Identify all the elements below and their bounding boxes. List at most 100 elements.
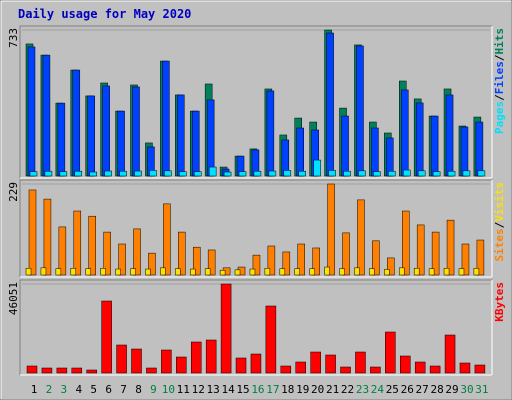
x-tick-label: 9	[150, 383, 157, 396]
x-tick-label: 3	[61, 383, 68, 396]
bar	[476, 239, 485, 276]
bar	[238, 171, 247, 177]
bar	[339, 268, 345, 276]
x-tick-label: 8	[135, 383, 142, 396]
bar	[163, 203, 171, 276]
bar	[193, 171, 202, 177]
x-tick-label: 7	[120, 383, 127, 396]
bar	[265, 305, 277, 374]
bar	[343, 170, 351, 177]
bar	[56, 367, 68, 374]
bar	[148, 252, 156, 276]
bar	[324, 266, 330, 276]
x-tick-label: 1	[31, 383, 38, 396]
bar	[253, 170, 262, 177]
bar	[207, 249, 216, 276]
y-tick-label: 229	[7, 182, 20, 202]
bar	[40, 267, 47, 276]
y-tick-label: 46051	[7, 282, 20, 315]
bar	[326, 32, 334, 177]
x-tick-label: 15	[236, 383, 249, 396]
bar	[371, 127, 379, 177]
bar	[264, 267, 271, 276]
x-tick-label: 16	[251, 383, 264, 396]
bar	[223, 171, 232, 177]
bar	[415, 102, 424, 177]
bar	[370, 366, 381, 374]
bar	[104, 170, 112, 177]
bar	[44, 170, 53, 177]
bar	[385, 331, 396, 374]
bar	[220, 283, 232, 374]
bar	[176, 356, 187, 374]
bar	[252, 254, 261, 276]
bar	[355, 351, 366, 374]
bar	[27, 46, 36, 177]
bar	[161, 349, 172, 374]
y-tick-label: 733	[7, 28, 20, 48]
bar	[296, 127, 304, 177]
bar	[249, 268, 256, 276]
bar	[192, 246, 201, 276]
bar	[279, 268, 286, 276]
bar	[43, 198, 52, 276]
bar	[445, 94, 454, 177]
legend-separator: /	[493, 54, 506, 61]
bar	[358, 170, 366, 177]
bar	[444, 334, 456, 374]
x-tick-label: 17	[266, 383, 279, 396]
bar	[283, 170, 292, 177]
legend-entry: Visits	[493, 182, 506, 222]
x-tick-label: 4	[75, 383, 82, 396]
x-tick-label: 11	[177, 383, 190, 396]
bar	[357, 199, 365, 276]
bar	[71, 367, 83, 374]
legend-entry: Files	[493, 61, 506, 94]
legend-entry: Hits	[493, 28, 506, 55]
x-tick-label: 24	[371, 383, 385, 396]
bar	[190, 341, 202, 374]
bar	[460, 126, 469, 177]
x-tick-label: 23	[356, 383, 369, 396]
bar	[341, 115, 349, 177]
bar	[85, 268, 91, 276]
bar	[386, 137, 394, 177]
bar	[131, 348, 142, 374]
x-tick-label: 25	[386, 383, 399, 396]
bar	[162, 60, 170, 177]
bar	[309, 268, 315, 276]
bar	[328, 170, 336, 177]
x-tick-label: 31	[475, 383, 488, 396]
bar	[461, 243, 470, 276]
bar	[177, 94, 185, 177]
bar	[103, 231, 111, 276]
bar	[473, 267, 480, 276]
bar	[160, 267, 166, 276]
bar	[88, 215, 96, 276]
bar	[447, 170, 456, 177]
bar	[73, 210, 82, 276]
bar	[313, 159, 321, 177]
x-tick-label: 21	[326, 383, 339, 396]
bar	[294, 268, 300, 276]
legend: KBytes	[493, 282, 506, 322]
bar	[119, 170, 127, 177]
bar	[369, 268, 375, 276]
bar	[189, 268, 196, 276]
chart-title: Daily usage for May 2020	[18, 7, 191, 21]
bar	[191, 110, 200, 177]
x-tick-label: 27	[416, 383, 429, 396]
bar	[388, 170, 396, 177]
legend: Pages/Files/Hits	[493, 28, 506, 134]
x-tick-label: 29	[445, 383, 458, 396]
bar	[205, 339, 217, 374]
bar	[149, 170, 157, 177]
bar	[219, 269, 226, 276]
x-tick-label: 13	[207, 383, 220, 396]
bar	[459, 362, 471, 374]
bar	[267, 245, 276, 276]
x-tick-label: 19	[296, 383, 309, 396]
bar	[204, 268, 211, 276]
bar	[70, 267, 77, 276]
